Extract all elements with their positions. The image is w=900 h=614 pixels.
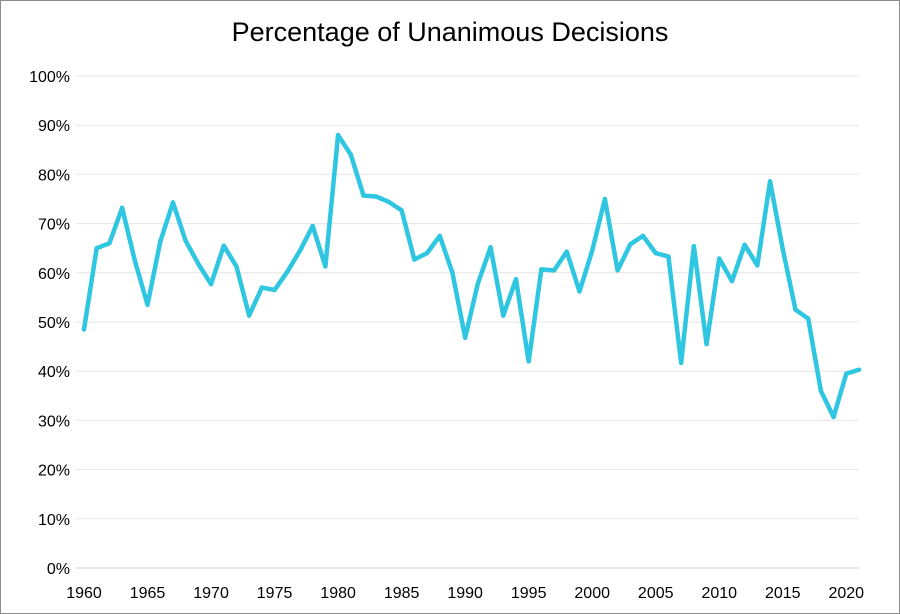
data-point xyxy=(501,313,506,318)
data-point xyxy=(577,289,582,294)
data-point xyxy=(513,276,519,282)
data-point xyxy=(729,278,735,284)
y-tick-label: 30% xyxy=(38,413,70,430)
data-point xyxy=(335,132,341,138)
x-tick-label: 1965 xyxy=(130,585,166,602)
data-point xyxy=(767,179,773,184)
x-tick-label: 1970 xyxy=(193,585,229,602)
data-point xyxy=(539,267,544,272)
data-point xyxy=(119,205,125,211)
y-tick-label: 70% xyxy=(38,217,70,234)
data-point xyxy=(399,208,404,213)
y-tick-label: 10% xyxy=(38,512,70,529)
x-tick-label: 1985 xyxy=(384,585,420,602)
data-point xyxy=(374,194,379,199)
data-point xyxy=(450,270,455,275)
data-point xyxy=(94,246,99,251)
data-point xyxy=(183,238,188,244)
data-point xyxy=(297,248,303,253)
data-point xyxy=(653,250,658,256)
x-tick-label: 1995 xyxy=(511,585,547,602)
data-point xyxy=(462,335,468,340)
data-point xyxy=(310,223,315,229)
data-point xyxy=(844,371,849,376)
x-tick-label: 1960 xyxy=(66,585,102,602)
y-tick-label: 50% xyxy=(38,315,70,332)
data-point xyxy=(221,243,226,248)
data-point xyxy=(145,302,150,307)
y-tick-label: 100% xyxy=(29,69,70,86)
data-point xyxy=(412,257,417,262)
y-tick-label: 80% xyxy=(38,167,70,184)
data-point xyxy=(323,264,328,269)
data-point xyxy=(640,233,646,239)
y-tick-label: 0% xyxy=(47,561,70,578)
data-point xyxy=(81,327,87,332)
chart-title: Percentage of Unanimous Decisions xyxy=(231,17,669,47)
series-line xyxy=(81,132,862,420)
y-tick-label: 90% xyxy=(38,118,70,135)
data-point xyxy=(755,263,760,268)
y-tick-labels: 0% 10% 20% 30% 40% 50% 60% 70% 80% 90% 100% xyxy=(29,69,70,578)
data-point xyxy=(526,359,531,364)
data-point xyxy=(386,199,392,205)
x-tick-label: 2010 xyxy=(701,585,737,602)
data-point xyxy=(805,316,811,321)
data-point xyxy=(615,268,620,273)
x-tick-label: 2000 xyxy=(574,585,610,602)
x-tick-label: 2020 xyxy=(828,585,864,602)
data-point xyxy=(234,264,239,269)
data-point xyxy=(272,287,277,293)
grid-layer xyxy=(76,75,859,569)
data-point xyxy=(348,152,354,157)
x-tick-label: 1980 xyxy=(320,585,356,602)
data-point xyxy=(475,281,481,286)
data-point xyxy=(196,261,201,267)
data-point xyxy=(246,313,252,318)
data-point xyxy=(666,254,671,259)
data-point xyxy=(856,367,862,372)
data-point xyxy=(208,281,214,287)
data-point xyxy=(424,250,430,256)
data-point xyxy=(285,269,290,275)
data-point xyxy=(589,248,595,253)
data-point xyxy=(132,258,138,263)
data-point xyxy=(678,360,684,366)
data-point xyxy=(361,193,366,198)
data-point xyxy=(488,245,493,250)
data-point xyxy=(259,285,265,290)
data-point xyxy=(107,241,112,246)
data-point xyxy=(437,233,442,239)
data-point xyxy=(717,256,722,261)
x-tick-labels: 1960 1965 1970 1975 1980 1985 1990 1995 2000 2005… xyxy=(66,585,864,602)
x-tick-label: 2015 xyxy=(765,585,801,602)
data-point xyxy=(551,268,557,273)
y-tick-label: 60% xyxy=(38,266,70,283)
data-point xyxy=(170,200,176,205)
data-point xyxy=(564,249,569,254)
data-point xyxy=(818,388,824,394)
data-point xyxy=(691,244,697,249)
x-tick-label: 2005 xyxy=(638,585,674,602)
series-layer xyxy=(81,132,862,420)
data-point xyxy=(831,414,836,420)
data-point xyxy=(780,246,785,252)
data-point xyxy=(628,242,633,247)
data-point xyxy=(742,242,747,247)
data-point xyxy=(158,239,163,245)
x-tick-label: 1975 xyxy=(257,585,293,602)
y-tick-label: 20% xyxy=(38,463,70,480)
data-point xyxy=(602,196,608,202)
data-point xyxy=(704,341,709,347)
y-tick-label: 40% xyxy=(38,364,70,381)
x-tick-label: 1990 xyxy=(447,585,483,602)
data-point xyxy=(793,307,798,312)
